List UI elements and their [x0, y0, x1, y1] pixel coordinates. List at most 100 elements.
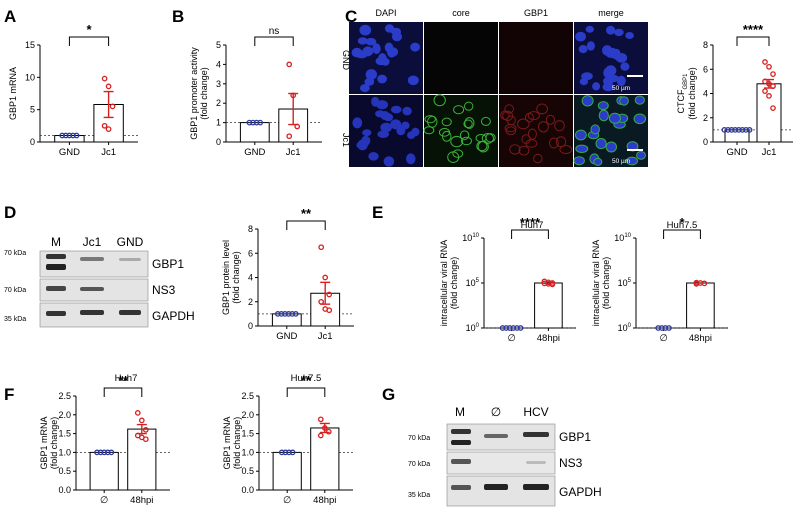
cell-nucleus: [626, 156, 638, 166]
cell-nucleus: [592, 82, 601, 91]
cell-nucleus: [407, 75, 419, 86]
cell-nucleus: [362, 46, 374, 57]
bar: [54, 135, 85, 143]
micro-row-gnd: GND: [341, 50, 351, 71]
y-tick-label: 6: [248, 248, 253, 258]
significance-bracket: [68, 36, 110, 46]
cell-nucleus: [459, 130, 470, 140]
data-point: [278, 449, 285, 456]
y-tick-label: 1.5: [58, 429, 71, 439]
blotg-band: [484, 434, 508, 438]
cell-nucleus: [433, 94, 446, 107]
data-point: [104, 449, 111, 456]
data-point: [735, 127, 742, 133]
data-point: [503, 325, 510, 331]
cell-nucleus: [586, 41, 596, 51]
blotg-marker-2: 70 kDa: [408, 461, 430, 468]
cell-nucleus: [575, 144, 589, 154]
y-tick-label: 0.5: [241, 466, 254, 476]
blotd-band: [46, 254, 66, 259]
cell-nucleus: [365, 69, 377, 80]
cell-nucleus: [575, 31, 586, 42]
cell-nucleus: [504, 124, 517, 133]
data-point: [317, 432, 324, 439]
chart-a: 0 5 10 15 GBP1 mRNA GND Jc1 *: [8, 22, 138, 158]
blotg-band: [526, 461, 546, 464]
x-tick-label: ∅: [283, 495, 291, 506]
data-point: [250, 119, 256, 126]
y-tick-label: 5: [30, 105, 35, 115]
data-point: [286, 449, 292, 456]
cell-nucleus: [554, 120, 565, 132]
data-point: [292, 311, 299, 317]
x-tick-label: GND: [59, 147, 80, 158]
data-point: [666, 325, 672, 331]
micro-col-core: core: [452, 8, 470, 18]
data-point: [108, 449, 115, 456]
cell-nucleus: [407, 131, 416, 139]
cell-nucleus: [575, 129, 587, 141]
cell-nucleus: [597, 101, 609, 111]
x-tick-label: ∅: [659, 333, 667, 344]
y-tick-label: 1.5: [241, 429, 254, 439]
y-tick-label: 5: [216, 40, 221, 50]
chart-f1: Huh7 0.0 0.5 1.0 1.5 2.0 2.5 GBP1 mRNA(fold cha…: [39, 373, 170, 506]
cell-nucleus: [608, 47, 617, 59]
data-point: [762, 59, 768, 65]
data-point: [134, 410, 141, 416]
blotg-band: [451, 429, 471, 434]
data-point: [318, 244, 325, 251]
blotd-lane-gnd: GND: [117, 235, 144, 249]
data-point: [728, 127, 735, 133]
cell-nucleus: [390, 105, 402, 114]
data-point: [743, 127, 749, 133]
cell-nucleus: [423, 126, 435, 135]
cell-nucleus: [608, 112, 622, 124]
significance-label: ns: [269, 26, 280, 37]
cell-nucleus: [450, 135, 464, 148]
cell-nucleus: [527, 111, 540, 121]
data-point: [294, 123, 301, 130]
y-tick-label: 8: [703, 40, 708, 50]
cell-nucleus: [545, 114, 556, 125]
cell-nucleus: [521, 134, 531, 145]
cell-nucleus: [359, 24, 372, 36]
y-tick-label: 0.5: [58, 466, 71, 476]
panel-letter-F: F: [4, 385, 14, 404]
data-point: [770, 105, 776, 111]
bar: [310, 427, 340, 491]
bar: [272, 451, 302, 491]
western-blot-d: M Jc1 GND 70 kDa 70 kDa 35 kDa GBP1 NS3 …: [4, 235, 195, 328]
significance-bracket: [254, 36, 294, 46]
micro-col-merge: merge: [598, 8, 624, 18]
significance-label: *: [86, 22, 92, 37]
cell-nucleus: [365, 37, 377, 46]
y-tick-label: 100: [618, 323, 632, 333]
y-axis-label: CTCFGBP1(fold change): [676, 67, 697, 120]
blotd-lane-jc1: Jc1: [83, 235, 102, 249]
cell-nucleus: [509, 144, 521, 155]
cell-nucleus: [357, 139, 368, 151]
blotd-band: [46, 286, 66, 291]
data-point: [701, 280, 708, 287]
cell-nucleus: [504, 104, 515, 114]
blotg-band: [484, 484, 508, 490]
data-point: [97, 449, 104, 456]
y-tick-label: 2: [703, 113, 708, 123]
data-point: [739, 127, 746, 133]
panel-letter-B: B: [172, 7, 184, 26]
bar: [127, 428, 157, 491]
data-point: [506, 325, 513, 331]
y-axis-label: GBP1 mRNA: [8, 67, 18, 120]
data-point: [326, 307, 333, 314]
y-tick-label: 0: [703, 137, 708, 147]
data-point: [101, 449, 108, 456]
microscopy-grid: DAPI core GBP1 merge GND Jc1 50 µm 50 µm: [341, 8, 648, 167]
blotg-lane-empty: ∅: [491, 405, 501, 419]
x-tick-label: 48hpi: [689, 333, 712, 344]
bar: [686, 282, 715, 329]
data-point: [142, 426, 149, 433]
data-point: [274, 311, 281, 317]
